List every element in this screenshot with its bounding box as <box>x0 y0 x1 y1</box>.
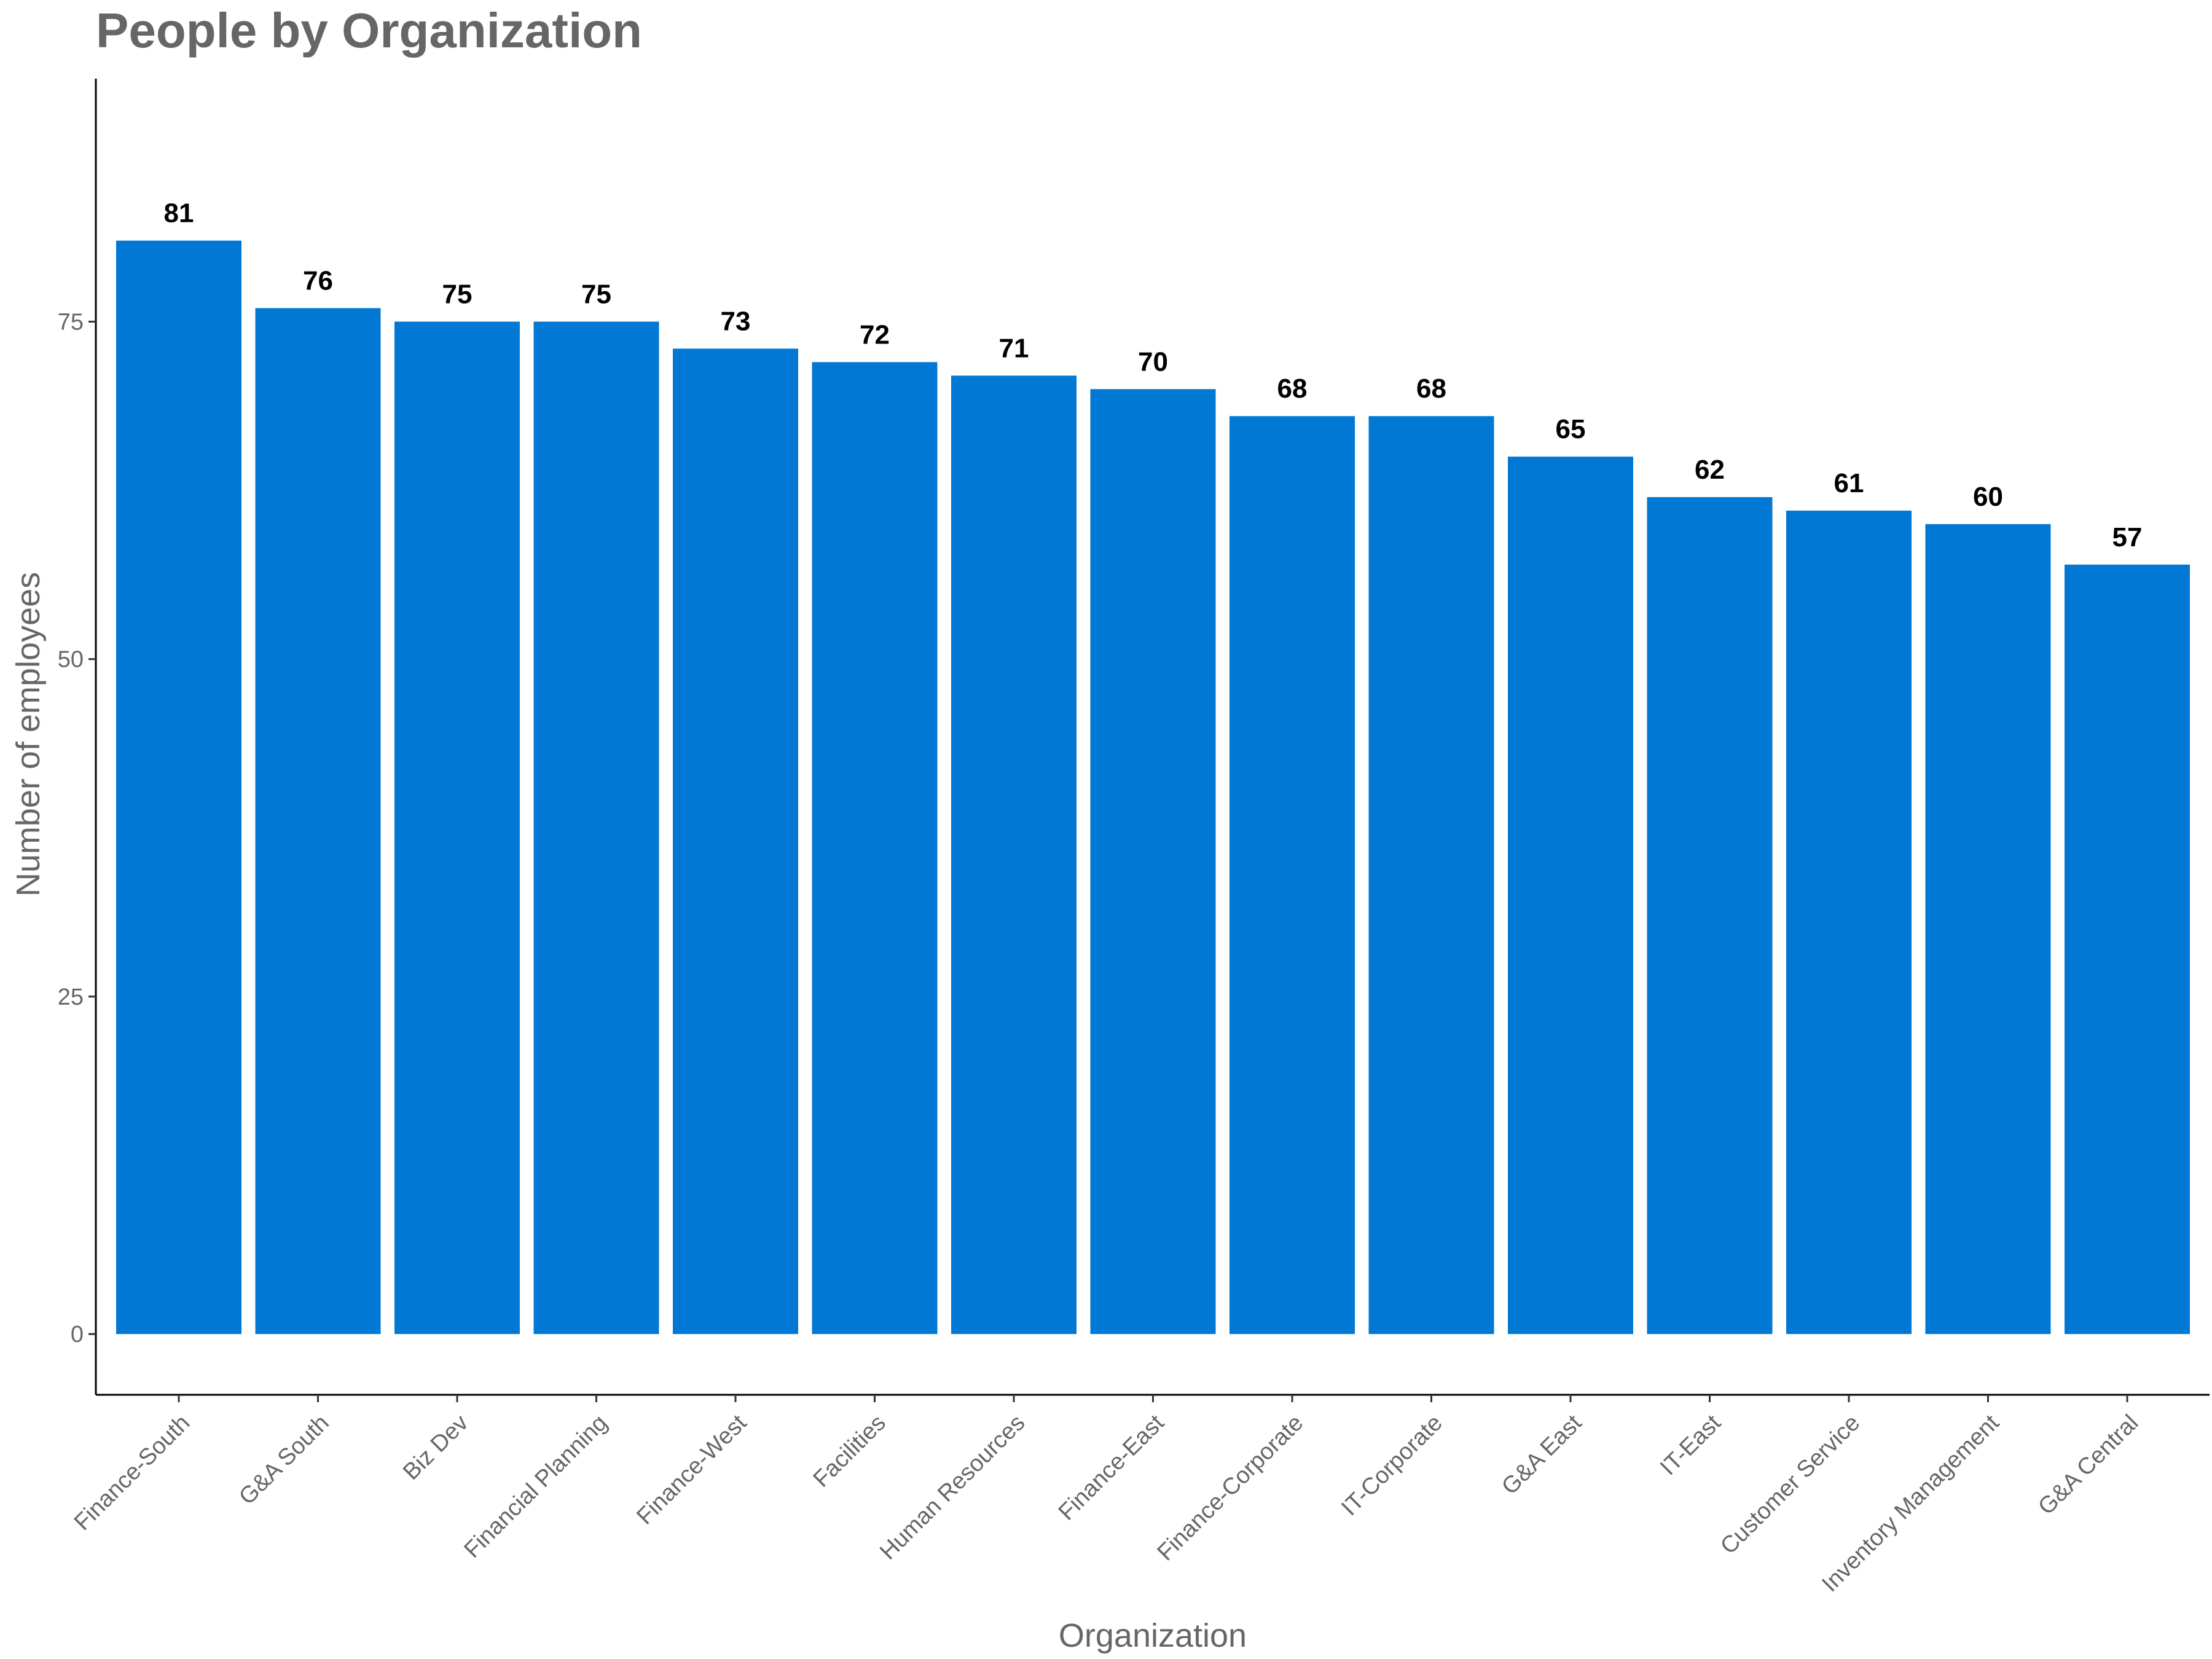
bar-biz-dev <box>394 321 520 1335</box>
data-labels-layer: 81 76 75 75 73 72 71 70 68 68 65 62 61 60 57 <box>164 198 2143 552</box>
bar-inventory-management <box>1925 524 2051 1335</box>
x-tick-label: G&A Central <box>2033 1410 2143 1520</box>
data-label-ganda-south: 76 <box>303 265 333 296</box>
bar-finance-corporate <box>1230 416 1355 1335</box>
x-tick-label: Finance-East <box>1054 1410 1169 1525</box>
bar-ganda-central <box>2065 564 2190 1335</box>
bar-human-resources <box>951 375 1077 1335</box>
y-axis-title: Number of employees <box>10 572 47 896</box>
data-label-finance-east: 70 <box>1138 347 1168 377</box>
bar-it-corporate <box>1368 416 1494 1335</box>
x-tick-label: Finance-West <box>632 1410 751 1529</box>
x-tick-label: G&A East <box>1497 1410 1587 1500</box>
bar-finance-south <box>116 240 241 1335</box>
x-tick-label: Finance-Corporate <box>1153 1410 1309 1566</box>
data-label-ganda-central: 57 <box>2112 522 2143 552</box>
x-tick-label: Customer Service <box>1716 1410 1865 1559</box>
bars-layer <box>116 240 2190 1335</box>
x-axis-title: Organization <box>1059 1617 1247 1654</box>
y-ticks-layer: 0 25 50 75 <box>58 309 96 1347</box>
y-tick-label: 75 <box>58 309 84 335</box>
x-tick-label: Facilities <box>809 1410 891 1492</box>
bar-customer-service <box>1786 511 1912 1335</box>
data-label-facilities: 72 <box>860 320 890 350</box>
data-label-customer-service: 61 <box>1834 468 1864 498</box>
bar-finance-east <box>1090 389 1216 1335</box>
data-label-human-resources: 71 <box>999 333 1029 363</box>
data-label-it-east: 62 <box>1695 455 1725 485</box>
x-tick-label: G&A South <box>234 1410 334 1510</box>
bar-ganda-east <box>1508 457 1633 1335</box>
bar-it-east <box>1647 497 1773 1335</box>
bar-ganda-south <box>255 308 381 1335</box>
x-tick-label: Finance-South <box>69 1410 195 1535</box>
y-tick-label: 25 <box>58 984 84 1010</box>
data-label-finance-south: 81 <box>164 198 194 229</box>
bar-finance-west <box>673 348 798 1335</box>
x-tick-label: Biz Dev <box>398 1410 473 1485</box>
data-label-biz-dev: 75 <box>442 279 473 309</box>
data-label-it-corporate: 68 <box>1416 374 1446 404</box>
x-tick-label: Human Resources <box>875 1410 1030 1565</box>
y-tick-label: 0 <box>71 1322 84 1347</box>
x-tick-label: IT-Corporate <box>1336 1410 1448 1521</box>
x-tick-label: IT-East <box>1655 1410 1726 1480</box>
data-label-inventory-management: 60 <box>1973 482 2003 512</box>
bar-facilities <box>812 362 938 1335</box>
data-label-finance-corporate: 68 <box>1277 374 1308 404</box>
data-label-financial-planning: 75 <box>581 279 611 309</box>
chart-title: People by Organization <box>96 3 643 58</box>
y-tick-label: 50 <box>58 647 84 673</box>
x-tick-label: Financial Planning <box>460 1410 613 1563</box>
bar-financial-planning <box>533 321 659 1335</box>
data-label-finance-west: 73 <box>721 306 751 336</box>
data-label-ganda-east: 65 <box>1556 414 1586 444</box>
